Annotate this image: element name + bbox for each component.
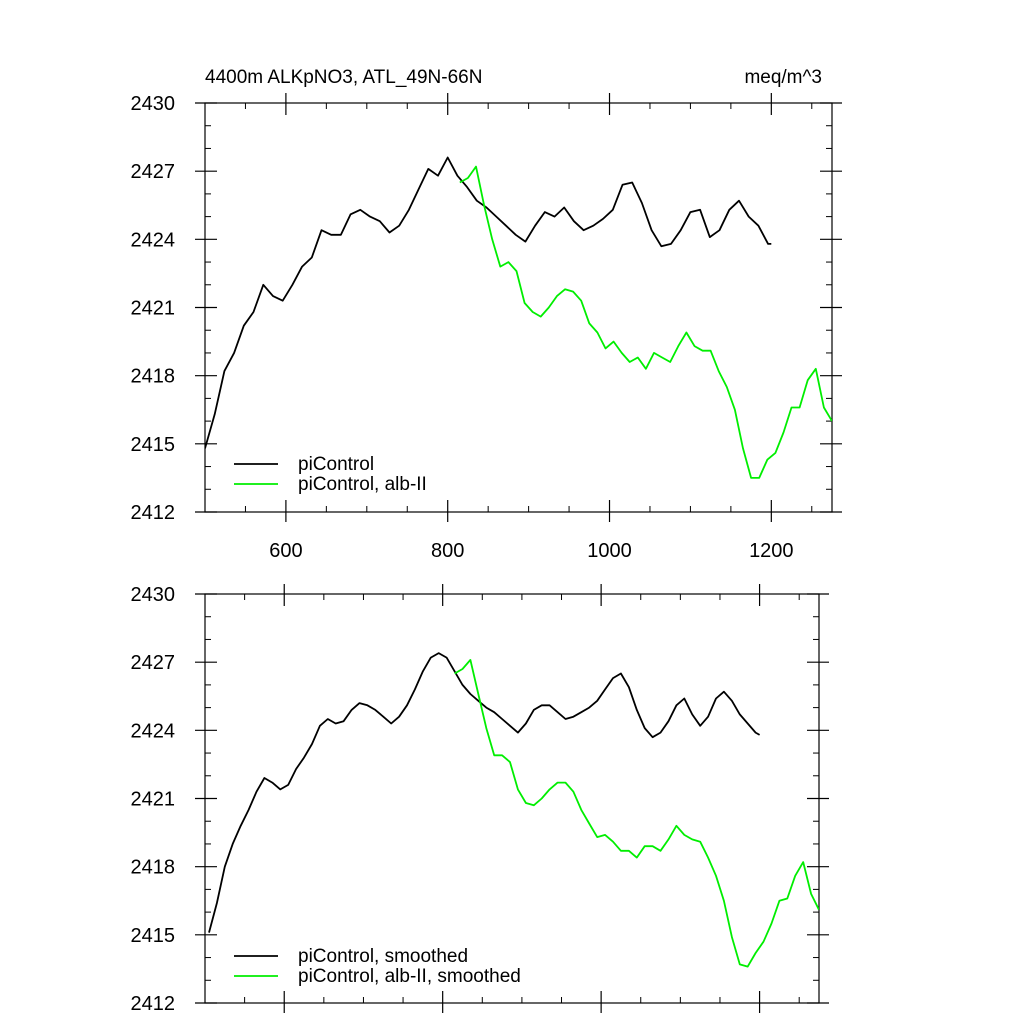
chart-title: 4400m ALKpNO3, ATL_49N-66N — [205, 67, 482, 88]
legend-label: piControl, smoothed — [298, 946, 468, 967]
y-tick-label: 2421 — [131, 298, 176, 320]
x-tick-label: 1200 — [749, 540, 794, 562]
y-tick-label: 2415 — [131, 434, 176, 456]
legend-label: piControl, alb-II — [298, 474, 427, 495]
series-line-0 — [205, 156, 772, 449]
y-tick-label: 2415 — [131, 925, 176, 947]
y-tick-label: 2424 — [131, 229, 176, 251]
series-line-1 — [454, 659, 819, 968]
y-tick-label: 2418 — [131, 366, 176, 388]
series-line-0 — [208, 652, 761, 933]
y-tick-label: 2412 — [131, 502, 176, 524]
x-tick-label: 800 — [431, 540, 464, 562]
legend-label: piControl — [298, 454, 374, 475]
y-tick-label: 2430 — [131, 584, 176, 606]
plot-frame — [204, 593, 820, 1004]
y-tick-label: 2424 — [131, 720, 176, 742]
y-tick-label: 2427 — [131, 161, 176, 183]
bottom-panel: 2412 2415 2418 2421 2424 2427 2430 piControl, s… — [131, 584, 829, 1015]
top-panel: 2412 2415 2418 2421 2424 2427 2430 600 800 1000 12… — [131, 67, 842, 562]
legend-label: piControl, alb-II, smoothed — [298, 966, 521, 987]
y-tick-label: 2427 — [131, 652, 176, 674]
series-line-1 — [459, 165, 832, 479]
y-tick-label: 2412 — [131, 993, 176, 1015]
y-tick-label: 2430 — [131, 93, 176, 115]
y-tick-label: 2421 — [131, 789, 176, 811]
x-tick-label: 1000 — [587, 540, 632, 562]
y-tick-label: 2418 — [131, 857, 176, 879]
plot-frame — [204, 102, 833, 513]
x-tick-label: 600 — [269, 540, 302, 562]
chart-units: meq/m^3 — [744, 67, 822, 88]
